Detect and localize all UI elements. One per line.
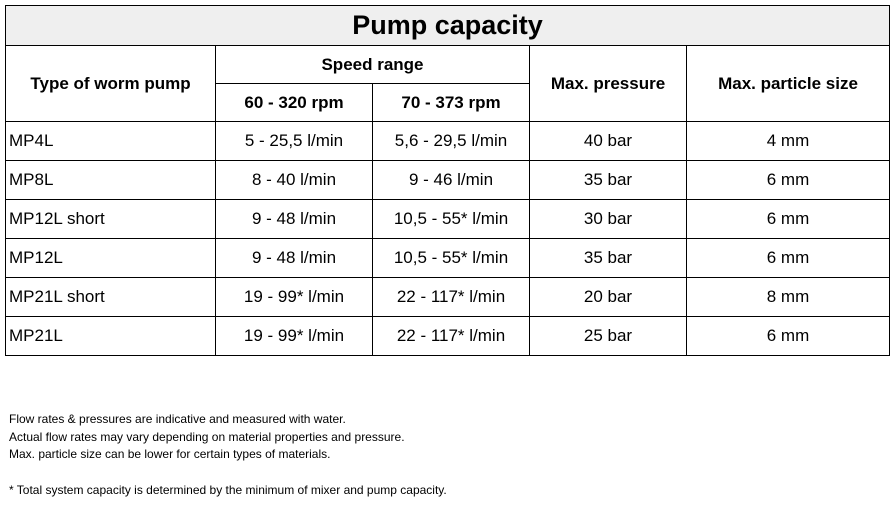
header-speed-1: 60 - 320 rpm bbox=[215, 83, 373, 122]
table-row: MP12L short 9 - 48 l/min 10,5 - 55* l/mi… bbox=[5, 199, 891, 239]
header-max-particle-size: Max. particle size bbox=[685, 45, 891, 122]
header-max-pressure: Max. pressure bbox=[529, 45, 687, 122]
table-title: Pump capacity bbox=[4, 5, 891, 46]
cell-particle: 4 mm bbox=[685, 121, 891, 161]
note-line: Actual flow rates may vary depending on … bbox=[9, 429, 405, 444]
notes: Flow rates & pressures are indicative an… bbox=[9, 411, 405, 464]
cell-particle: 6 mm bbox=[685, 160, 891, 200]
table-row: MP8L 8 - 40 l/min 9 - 46 l/min 35 bar 6 … bbox=[5, 160, 891, 200]
cell-particle: 6 mm bbox=[685, 199, 891, 239]
cell-pressure: 35 bar bbox=[529, 238, 687, 278]
cell-flow-2: 5,6 - 29,5 l/min bbox=[372, 121, 530, 161]
table-row: MP21L 19 - 99* l/min 22 - 117* l/min 25 … bbox=[5, 316, 891, 356]
cell-type: MP8L bbox=[5, 160, 216, 200]
cell-pressure: 25 bar bbox=[529, 316, 687, 356]
cell-type: MP21L short bbox=[5, 277, 216, 317]
cell-flow-1: 8 - 40 l/min bbox=[215, 160, 373, 200]
footnote: * Total system capacity is determined by… bbox=[9, 483, 447, 497]
cell-flow-2: 22 - 117* l/min bbox=[372, 277, 530, 317]
cell-type: MP12L short bbox=[5, 199, 216, 239]
table-row: MP12L 9 - 48 l/min 10,5 - 55* l/min 35 b… bbox=[5, 238, 891, 278]
header-type: Type of worm pump bbox=[5, 45, 216, 122]
cell-flow-2: 22 - 117* l/min bbox=[372, 316, 530, 356]
table-row: MP21L short 19 - 99* l/min 22 - 117* l/m… bbox=[5, 277, 891, 317]
cell-flow-1: 19 - 99* l/min bbox=[215, 277, 373, 317]
cell-flow-2: 9 - 46 l/min bbox=[372, 160, 530, 200]
note-line: Max. particle size can be lower for cert… bbox=[9, 447, 331, 461]
note-line: Flow rates & pressures are indicative an… bbox=[9, 412, 346, 426]
cell-pressure: 20 bar bbox=[529, 277, 687, 317]
header-speed-2: 70 - 373 rpm bbox=[372, 83, 530, 122]
cell-pressure: 30 bar bbox=[529, 199, 687, 239]
cell-pressure: 35 bar bbox=[529, 160, 687, 200]
cell-particle: 6 mm bbox=[685, 316, 891, 356]
cell-type: MP4L bbox=[5, 121, 216, 161]
header-speed-range: Speed range bbox=[215, 45, 530, 84]
cell-pressure: 40 bar bbox=[529, 121, 687, 161]
cell-flow-2: 10,5 - 55* l/min bbox=[372, 199, 530, 239]
cell-flow-1: 9 - 48 l/min bbox=[215, 199, 373, 239]
cell-type: MP21L bbox=[5, 316, 216, 356]
cell-flow-1: 19 - 99* l/min bbox=[215, 316, 373, 356]
table-row: MP4L 5 - 25,5 l/min 5,6 - 29,5 l/min 40 … bbox=[5, 121, 891, 161]
cell-type: MP12L bbox=[5, 238, 216, 278]
cell-particle: 8 mm bbox=[685, 277, 891, 317]
pump-capacity-table: Pump capacity Type of worm pump Speed ra… bbox=[4, 5, 891, 356]
cell-flow-2: 10,5 - 55* l/min bbox=[372, 238, 530, 278]
cell-particle: 6 mm bbox=[685, 238, 891, 278]
cell-flow-1: 5 - 25,5 l/min bbox=[215, 121, 373, 161]
cell-flow-1: 9 - 48 l/min bbox=[215, 238, 373, 278]
